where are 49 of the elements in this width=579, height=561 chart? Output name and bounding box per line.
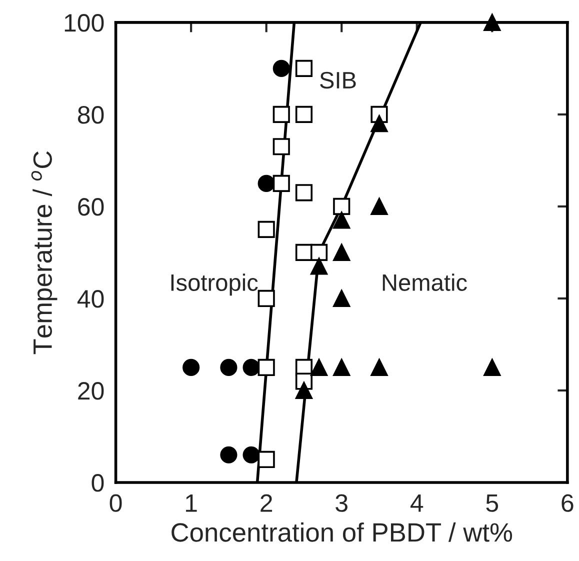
point: [272, 60, 290, 77]
point: [220, 446, 238, 464]
y-tick-label: 0: [92, 474, 104, 492]
y-tick-label: 100: [64, 14, 104, 32]
point: [272, 106, 290, 123]
point: [242, 446, 260, 464]
point: [258, 358, 275, 376]
point: [295, 382, 313, 399]
y-tick-label: 40: [77, 290, 104, 308]
point: [258, 174, 275, 192]
x-tick-label: 6: [562, 494, 574, 512]
x-axis-title: Concentration of PBDT / wt%: [172, 522, 512, 542]
point: [484, 358, 501, 376]
point: [310, 358, 328, 376]
point: [295, 60, 313, 77]
point: [258, 220, 275, 238]
annotation: SIB: [320, 72, 356, 89]
y-axis-title: Temperature / $^{o}$C: [31, 151, 58, 354]
point: [333, 290, 350, 307]
x-tick-label: 5: [486, 494, 498, 512]
point: [258, 290, 275, 307]
point: [333, 198, 350, 215]
x-tick-label: 3: [336, 494, 348, 512]
point: [220, 358, 238, 376]
point: [333, 212, 350, 229]
x-tick-label: 0: [110, 494, 122, 512]
annotation: Nematic: [382, 274, 467, 291]
x-tick-label: 1: [186, 494, 197, 512]
point: [310, 244, 328, 261]
point: [272, 138, 290, 156]
point: [310, 258, 328, 275]
annotation: Isotropic: [171, 274, 258, 296]
point: [258, 450, 275, 468]
point: [333, 358, 350, 376]
point: [333, 244, 350, 261]
point: [484, 14, 501, 31]
point: [370, 198, 388, 215]
point: [370, 115, 388, 132]
y-tick-label: 60: [78, 198, 104, 216]
x-tick-label: 4: [410, 494, 424, 512]
point: [295, 106, 313, 123]
x-tick-label: 2: [260, 494, 272, 512]
point: [242, 358, 260, 376]
point: [370, 358, 388, 376]
point: [272, 174, 290, 192]
y-tick-label: 80: [78, 106, 104, 124]
y-tick-label: 20: [78, 382, 104, 400]
point: [295, 184, 313, 202]
point: [182, 358, 200, 376]
